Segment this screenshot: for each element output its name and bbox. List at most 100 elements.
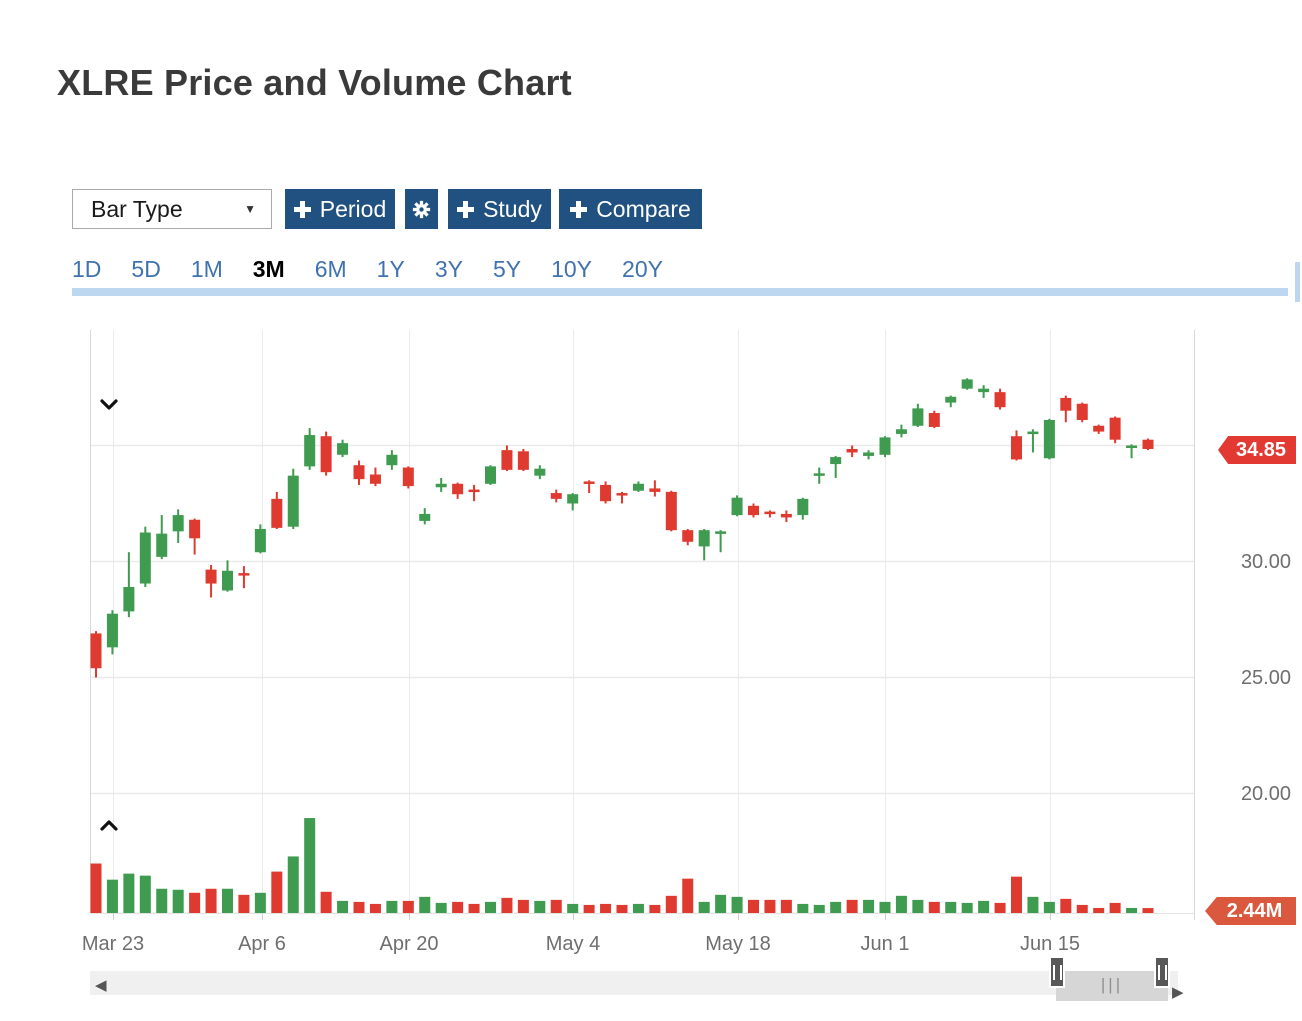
tab-10y[interactable]: 10Y xyxy=(551,256,593,282)
candle-body xyxy=(1126,445,1138,448)
last-volume-badge: 2.44M xyxy=(1205,897,1296,925)
candle-body xyxy=(830,457,842,465)
volume-bar xyxy=(1043,901,1055,913)
volume-bar xyxy=(616,904,628,913)
volume-bar xyxy=(682,878,694,913)
volume-bar xyxy=(139,875,151,913)
collapse-price-pane-button[interactable] xyxy=(99,398,119,412)
candle-body xyxy=(1011,436,1022,460)
candle-body xyxy=(485,466,496,484)
volume-bar xyxy=(748,899,759,913)
tab-20y[interactable]: 20Y xyxy=(622,256,663,282)
tab-5d[interactable]: 5D xyxy=(131,256,161,282)
candle-wick xyxy=(834,455,837,478)
tab-1y[interactable]: 1Y xyxy=(376,256,405,282)
volume-bar xyxy=(369,903,381,913)
x-axis-label: Apr 6 xyxy=(238,933,286,955)
candle-body xyxy=(1027,431,1039,435)
scroll-right-arrow-icon[interactable]: ▶ xyxy=(1172,983,1184,1001)
volume-bar xyxy=(813,904,825,913)
volume-bar xyxy=(567,903,579,913)
candle-wick xyxy=(1031,429,1034,453)
plus-icon xyxy=(293,200,311,218)
candle-body xyxy=(90,633,102,669)
candle-body xyxy=(715,531,727,534)
volume-bar xyxy=(665,895,677,913)
volume-bar xyxy=(945,901,957,913)
tab-5y[interactable]: 5Y xyxy=(492,256,522,282)
add-study-label: Study xyxy=(483,195,542,222)
scroll-left-arrow-icon[interactable]: ◀ xyxy=(95,976,107,994)
candle-body xyxy=(879,437,891,455)
candle-body xyxy=(1142,439,1154,449)
candle-body xyxy=(238,573,250,576)
candle-body xyxy=(534,468,546,476)
volume-bar xyxy=(534,900,546,913)
candle-body xyxy=(698,530,710,547)
candle-body xyxy=(583,481,595,484)
candle-body xyxy=(978,388,990,393)
candle-body xyxy=(139,532,151,584)
volume-bar xyxy=(1011,876,1022,913)
volume-bar xyxy=(189,892,201,913)
candle-wick xyxy=(1130,444,1133,459)
add-compare-button[interactable]: Compare xyxy=(559,189,702,229)
volume-bar xyxy=(106,879,118,913)
volume-bar xyxy=(550,899,562,913)
volume-bar xyxy=(320,891,332,913)
tab-3m[interactable]: 3M xyxy=(252,256,285,282)
volume-bar xyxy=(205,888,217,913)
candle-body xyxy=(189,519,201,539)
x-axis-label: May 18 xyxy=(705,933,771,955)
bar-type-dropdown[interactable]: Bar Type ▼ xyxy=(72,189,272,229)
tab-6m[interactable]: 6M xyxy=(314,256,347,282)
candle-body xyxy=(682,530,694,542)
volume-bar xyxy=(1093,907,1105,913)
candle-body xyxy=(106,613,118,648)
tab-underline xyxy=(72,288,1288,296)
volume-bar xyxy=(452,901,464,913)
candle-body xyxy=(895,429,907,434)
candle-body xyxy=(419,513,431,521)
tab-1m[interactable]: 1M xyxy=(190,256,223,282)
tab-1d[interactable]: 1D xyxy=(72,256,102,282)
add-study-button[interactable]: Study xyxy=(448,189,551,229)
volume-bar xyxy=(764,899,776,913)
add-compare-label: Compare xyxy=(596,195,691,222)
range-handle-left[interactable] xyxy=(1049,956,1065,988)
candle-body xyxy=(1076,403,1088,420)
volume-bar xyxy=(468,903,480,913)
candle-body xyxy=(435,483,447,488)
range-handle-right[interactable] xyxy=(1154,956,1170,988)
plus-icon xyxy=(570,200,588,218)
volume-bar xyxy=(1126,907,1138,913)
volume-bar xyxy=(1142,908,1154,913)
candle-body xyxy=(1093,425,1105,432)
volume-bar xyxy=(1076,904,1088,913)
x-axis-label: Apr 20 xyxy=(379,933,439,955)
tab-3y[interactable]: 3Y xyxy=(434,256,463,282)
scrollbar-thumb[interactable]: ||| xyxy=(1056,971,1168,1001)
y-axis-label: 30.00 xyxy=(1240,550,1291,573)
volume-bar xyxy=(254,892,266,913)
volume-bar xyxy=(600,903,612,913)
volume-bar xyxy=(337,900,349,913)
volume-bar xyxy=(715,894,727,913)
page-title: XLRE Price and Volume Chart xyxy=(57,62,572,103)
add-period-button[interactable]: Period xyxy=(285,189,395,229)
candle-body xyxy=(813,473,825,476)
volume-bar xyxy=(238,894,250,913)
scrollbar-track[interactable] xyxy=(90,971,1178,995)
collapse-volume-pane-button[interactable] xyxy=(99,819,119,833)
volume-bar xyxy=(402,900,414,913)
candle-body xyxy=(517,451,529,470)
volume-bar xyxy=(1109,902,1121,913)
plus-icon xyxy=(457,200,475,218)
settings-button[interactable] xyxy=(405,189,438,229)
candle-body xyxy=(600,484,612,502)
candle-wick xyxy=(621,491,623,504)
volume-bar xyxy=(517,899,529,913)
volume-bar xyxy=(830,901,842,913)
volume-bar xyxy=(994,902,1006,913)
